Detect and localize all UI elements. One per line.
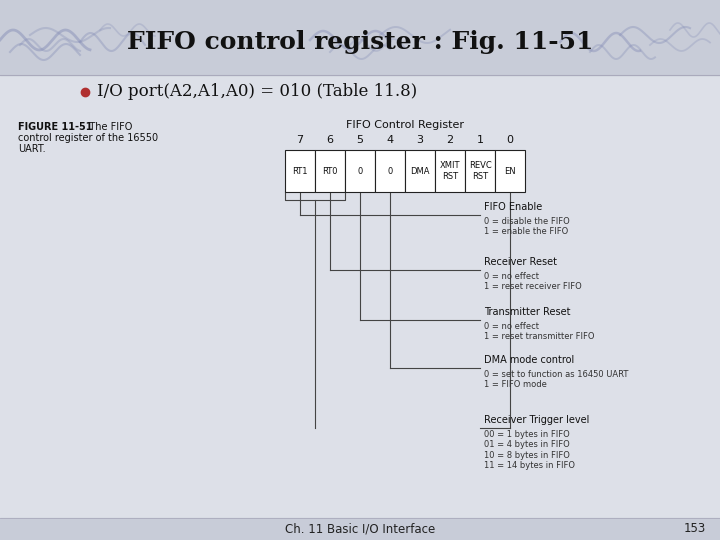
Text: 4: 4: [387, 135, 394, 145]
Text: FIGURE 11-51: FIGURE 11-51: [18, 122, 92, 132]
Bar: [435, 150, 465, 192]
Text: RT1: RT1: [292, 166, 307, 176]
Text: DMA: DMA: [410, 166, 430, 176]
Text: 2: 2: [446, 135, 454, 145]
Text: 153: 153: [684, 523, 706, 536]
Text: Ch. 11 Basic I/O Interface: Ch. 11 Basic I/O Interface: [285, 523, 435, 536]
Text: control register of the 16550: control register of the 16550: [18, 133, 158, 143]
Text: 0 = set to function as 16450 UART
1 = FIFO mode: 0 = set to function as 16450 UART 1 = FI…: [484, 370, 629, 389]
Text: 3: 3: [416, 135, 423, 145]
Text: FIFO Enable: FIFO Enable: [484, 202, 542, 212]
Text: 0 = no effect
1 = reset receiver FIFO: 0 = no effect 1 = reset receiver FIFO: [484, 272, 582, 292]
Bar: [0, 0, 720, 75]
Text: 5: 5: [356, 135, 364, 145]
Bar: [465, 150, 495, 192]
Text: 00 = 1 bytes in FIFO
01 = 4 bytes in FIFO
10 = 8 bytes in FIFO
11 = 14 bytes in : 00 = 1 bytes in FIFO 01 = 4 bytes in FIF…: [484, 430, 575, 470]
Text: Transmitter Reset: Transmitter Reset: [484, 307, 570, 317]
Text: The FIFO: The FIFO: [80, 122, 132, 132]
Text: 0 = disable the FIFO
1 = enable the FIFO: 0 = disable the FIFO 1 = enable the FIFO: [484, 217, 570, 237]
Text: RT0: RT0: [323, 166, 338, 176]
Bar: [345, 150, 375, 192]
Bar: [405, 150, 435, 192]
Text: DMA mode control: DMA mode control: [484, 355, 575, 365]
Text: Receiver Reset: Receiver Reset: [484, 257, 557, 267]
Bar: [495, 150, 525, 192]
Text: REVC
RST: REVC RST: [469, 161, 491, 181]
Bar: [285, 150, 315, 192]
Text: FIFO Control Register: FIFO Control Register: [346, 120, 464, 130]
Text: EN: EN: [504, 166, 516, 176]
Text: 0: 0: [357, 166, 363, 176]
Text: UART.: UART.: [18, 144, 45, 154]
Text: 1: 1: [477, 135, 484, 145]
Text: 0: 0: [506, 135, 513, 145]
Text: 0 = no effect
1 = reset transmitter FIFO: 0 = no effect 1 = reset transmitter FIFO: [484, 322, 595, 341]
Text: I/O port(A2,A1,A0) = 010 (Table 11.8): I/O port(A2,A1,A0) = 010 (Table 11.8): [97, 84, 418, 100]
Text: 6: 6: [326, 135, 333, 145]
Text: 7: 7: [297, 135, 304, 145]
Bar: [375, 150, 405, 192]
Text: 0: 0: [387, 166, 392, 176]
Bar: [0, 518, 720, 540]
Text: Receiver Trigger level: Receiver Trigger level: [484, 415, 590, 425]
Text: XMIT
RST: XMIT RST: [440, 161, 460, 181]
Bar: [315, 150, 345, 192]
Text: FIFO control register : Fig. 11-51: FIFO control register : Fig. 11-51: [127, 30, 593, 54]
